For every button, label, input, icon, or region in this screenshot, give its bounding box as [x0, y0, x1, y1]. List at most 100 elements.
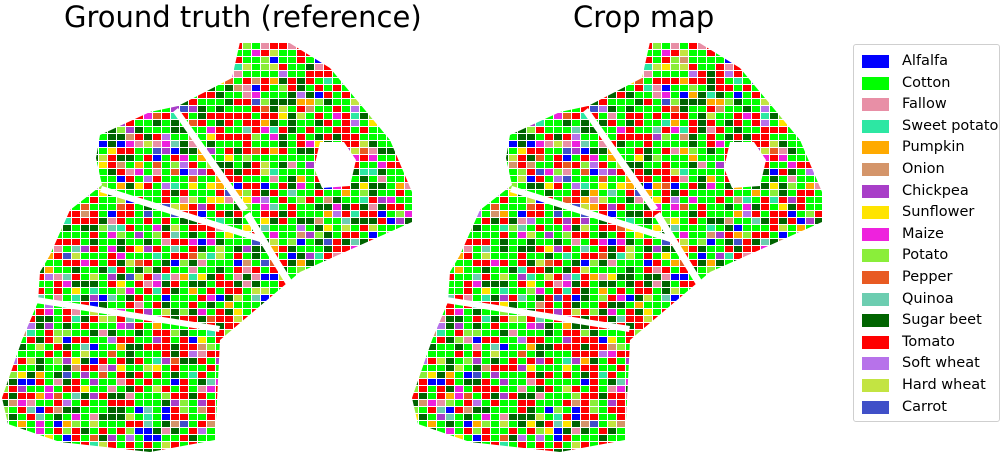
field-parcel	[788, 162, 796, 168]
field-parcel	[396, 365, 404, 371]
field-parcel	[9, 43, 17, 49]
field-parcel	[608, 155, 616, 161]
field-parcel	[608, 176, 616, 182]
field-parcel	[725, 295, 733, 301]
field-parcel	[333, 253, 341, 259]
field-parcel	[743, 344, 751, 350]
field-parcel	[180, 267, 188, 273]
field-parcel	[698, 64, 706, 70]
field-parcel	[360, 386, 368, 392]
field-parcel	[18, 57, 26, 63]
field-parcel	[297, 225, 305, 231]
field-parcel	[491, 211, 499, 217]
field-parcel	[491, 183, 499, 189]
field-parcel	[351, 351, 359, 357]
field-parcel	[698, 36, 706, 42]
field-parcel	[360, 50, 368, 56]
field-parcel	[518, 260, 526, 266]
field-parcel	[9, 120, 17, 126]
field-parcel	[635, 197, 643, 203]
field-parcel	[81, 71, 89, 77]
field-parcel	[464, 127, 472, 133]
field-parcel	[554, 211, 562, 217]
field-parcel	[419, 281, 427, 287]
field-parcel	[482, 120, 490, 126]
field-parcel	[662, 260, 670, 266]
field-parcel	[707, 267, 715, 273]
field-parcel	[234, 337, 242, 343]
field-parcel	[2, 106, 8, 112]
field-parcel	[45, 309, 53, 315]
field-parcel	[243, 183, 251, 189]
field-parcel	[135, 239, 143, 245]
field-parcel	[63, 162, 71, 168]
field-parcel	[707, 323, 715, 329]
field-parcel	[342, 141, 350, 147]
field-parcel	[671, 309, 679, 315]
field-parcel	[716, 323, 724, 329]
field-parcel	[491, 225, 499, 231]
field-parcel	[99, 85, 107, 91]
field-parcel	[171, 274, 179, 280]
field-parcel	[662, 351, 670, 357]
field-parcel	[315, 365, 323, 371]
field-parcel	[572, 253, 580, 259]
field-parcel	[63, 295, 71, 301]
field-parcel	[153, 400, 161, 406]
field-parcel	[806, 78, 814, 84]
field-parcel	[252, 442, 260, 448]
field-parcel	[518, 204, 526, 210]
field-parcel	[144, 50, 152, 56]
field-parcel	[671, 218, 679, 224]
field-parcel	[419, 162, 427, 168]
field-parcel	[9, 176, 17, 182]
field-parcel	[207, 435, 215, 441]
field-parcel	[333, 428, 341, 434]
field-parcel	[617, 281, 625, 287]
field-parcel	[396, 43, 404, 49]
field-parcel	[369, 127, 377, 133]
field-parcel	[288, 274, 296, 280]
field-parcel	[545, 183, 553, 189]
field-parcel	[153, 120, 161, 126]
field-parcel	[126, 155, 134, 161]
field-parcel	[63, 50, 71, 56]
field-parcel	[198, 330, 206, 336]
field-parcel	[234, 407, 242, 413]
field-parcel	[716, 274, 724, 280]
field-parcel	[734, 127, 742, 133]
field-parcel	[806, 120, 814, 126]
field-parcel	[63, 190, 71, 196]
field-parcel	[653, 36, 661, 42]
field-parcel	[545, 351, 553, 357]
field-parcel	[554, 246, 562, 252]
field-parcel	[455, 120, 463, 126]
field-parcel	[324, 344, 332, 350]
field-parcel	[788, 57, 796, 63]
field-parcel	[554, 162, 562, 168]
field-parcel	[806, 295, 814, 301]
field-parcel	[473, 113, 481, 119]
field-parcel	[342, 113, 350, 119]
field-parcel	[81, 239, 89, 245]
field-parcel	[590, 330, 598, 336]
field-parcel	[54, 155, 62, 161]
field-parcel	[446, 50, 454, 56]
field-parcel	[243, 43, 251, 49]
field-parcel	[9, 260, 17, 266]
field-parcel	[342, 267, 350, 273]
field-parcel	[2, 344, 8, 350]
field-parcel	[545, 169, 553, 175]
field-parcel	[662, 162, 670, 168]
field-parcel	[437, 197, 445, 203]
field-parcel	[734, 92, 742, 98]
field-parcel	[99, 386, 107, 392]
field-parcel	[9, 141, 17, 147]
field-parcel	[297, 323, 305, 329]
field-parcel	[824, 253, 830, 259]
field-parcel	[351, 120, 359, 126]
field-parcel	[635, 78, 643, 84]
field-parcel	[635, 253, 643, 259]
field-parcel	[207, 393, 215, 399]
field-parcel	[126, 379, 134, 385]
